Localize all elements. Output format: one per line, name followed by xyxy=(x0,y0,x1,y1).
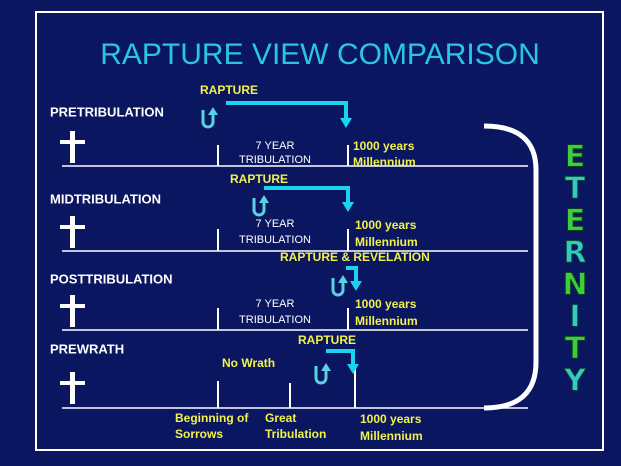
hook xyxy=(201,110,215,129)
tribulation: 7 YEAR xyxy=(256,218,295,230)
arrow xyxy=(326,349,355,366)
view-name: MIDTRIBULATION xyxy=(50,191,161,206)
title: RAPTURE VIEW COMPARISON xyxy=(100,38,539,71)
arrowhead xyxy=(347,364,359,374)
arrow xyxy=(346,266,358,283)
arrowhead xyxy=(350,281,362,291)
cross xyxy=(70,216,75,248)
arrow xyxy=(226,101,348,120)
millennium: Millennium xyxy=(355,314,418,328)
cross xyxy=(60,304,85,308)
hook xyxy=(314,366,328,385)
eternity-letter: T xyxy=(565,172,586,207)
great-tribulation: Tribulation xyxy=(265,427,326,441)
sorrows: Beginning of xyxy=(175,411,249,425)
millennium: Millennium xyxy=(355,235,418,249)
hook xyxy=(331,278,345,297)
millennium: 1000 years xyxy=(353,139,415,153)
cross xyxy=(60,140,85,144)
frame xyxy=(35,11,604,451)
eternity-letter: N xyxy=(562,268,587,303)
eternity-letter: I xyxy=(569,300,580,335)
arrowhead xyxy=(342,202,354,212)
row-midtribulation: MIDTRIBULATION 7 YEAR TRIBULATION 1000 y… xyxy=(50,172,528,252)
rapture-label: RAPTURE xyxy=(230,172,288,186)
millennium: 1000 years xyxy=(355,218,417,232)
view-name: POSTTRIBULATION xyxy=(50,271,173,286)
great-tribulation: Great xyxy=(265,411,296,425)
millennium: Millennium xyxy=(353,155,416,169)
arrowhead xyxy=(321,363,331,371)
arrowhead xyxy=(338,275,348,283)
cross xyxy=(70,372,75,404)
millennium: 1000 years xyxy=(360,412,422,426)
view-name: PREWRATH xyxy=(50,341,124,356)
sorrows: Sorrows xyxy=(175,427,223,441)
rapture-label: RAPTURE xyxy=(200,83,258,97)
row-pretribulation: PRETRIBULATION 7 YEAR TRIBULATION 1000 y… xyxy=(50,83,528,169)
cross xyxy=(70,131,75,163)
eternity-letter: R xyxy=(563,236,586,271)
rapture-label: RAPTURE xyxy=(298,333,356,347)
no-wrath: No Wrath xyxy=(222,356,275,370)
tribulation: TRIBULATION xyxy=(239,234,311,246)
tribulation: TRIBULATION xyxy=(239,154,311,166)
cross xyxy=(70,295,75,327)
bracket xyxy=(483,123,539,411)
eternity-letter: Y xyxy=(563,364,587,399)
tribulation: 7 YEAR xyxy=(256,140,295,152)
eternity-letter: T xyxy=(565,332,586,367)
millennium: 1000 years xyxy=(355,297,417,311)
arrowhead xyxy=(259,195,269,203)
hook xyxy=(252,198,266,217)
tribulation: TRIBULATION xyxy=(239,314,311,326)
eternity-letter: E xyxy=(565,140,586,175)
cross xyxy=(60,381,85,385)
eternity-letter: E xyxy=(565,204,586,239)
arrowhead xyxy=(340,118,352,128)
view-name: PRETRIBULATION xyxy=(50,104,164,119)
tribulation: 7 YEAR xyxy=(256,298,295,310)
rapture-label: RAPTURE & REVELATION xyxy=(280,250,430,264)
row-prewrath: PREWRATH No Wrath Beginning of Sorrows G… xyxy=(50,333,528,443)
millennium: Millennium xyxy=(360,429,423,443)
arrow xyxy=(264,186,350,204)
cross xyxy=(60,225,85,229)
row-posttribulation: POSTTRIBULATION 7 YEAR TRIBULATION 1000 … xyxy=(50,250,528,331)
arrowhead xyxy=(208,107,218,115)
